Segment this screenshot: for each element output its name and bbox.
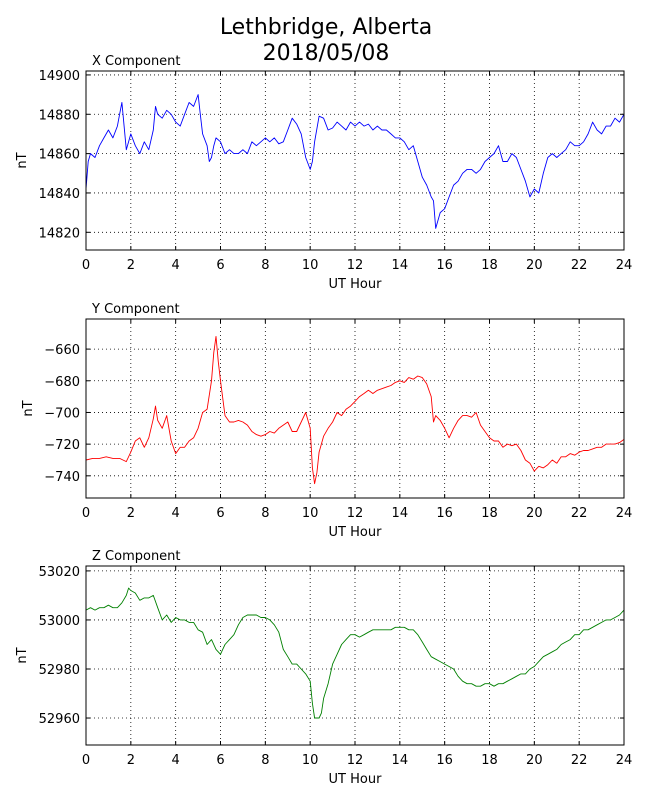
x-tick-label: 22 — [571, 258, 588, 273]
x-tick-label: 4 — [172, 258, 180, 273]
y-tick-label: 52980 — [39, 663, 80, 678]
x-tick-label: 24 — [616, 753, 633, 768]
x-component-panel: 0 2 4 6 8 10 12 14 16 18 20 22 241482014840148601488… — [15, 54, 632, 292]
x-tick-label: 0 — [82, 753, 90, 768]
x-tick-label: 8 — [261, 753, 269, 768]
y-component-x-axis-label: UT Hour — [329, 525, 383, 540]
x-component-y-axis-label: nT — [15, 152, 30, 168]
x-tick-label: 10 — [302, 753, 319, 768]
y-tick-label: −720 — [44, 438, 80, 453]
x-tick-label: 12 — [347, 258, 364, 273]
x-tick-label: 2 — [127, 258, 135, 273]
z-component-panel: 0 2 4 6 8 10 12 14 16 18 20 22 245296052980530005302… — [15, 549, 632, 787]
y-tick-label: −680 — [44, 375, 80, 390]
x-component-x-axis-label: UT Hour — [329, 277, 383, 292]
x-tick-label: 22 — [571, 753, 588, 768]
x-tick-label: 14 — [392, 753, 409, 768]
x-tick-label: 6 — [216, 753, 224, 768]
x-tick-label: 4 — [172, 506, 180, 521]
x-tick-label: 20 — [526, 753, 543, 768]
x-component-title: X Component — [92, 54, 181, 69]
x-tick-label: 24 — [616, 506, 633, 521]
z-component-data-line — [85, 587, 625, 719]
y-tick-label: 14840 — [39, 187, 80, 202]
x-tick-label: 8 — [261, 258, 269, 273]
x-tick-label: 4 — [172, 753, 180, 768]
y-tick-label: 52960 — [39, 712, 80, 727]
x-tick-label: 16 — [436, 506, 453, 521]
x-tick-label: 10 — [302, 258, 319, 273]
y-tick-label: 53020 — [39, 565, 80, 580]
y-component-data-line — [85, 335, 625, 485]
x-tick-label: 0 — [82, 506, 90, 521]
x-tick-label: 20 — [526, 506, 543, 521]
x-tick-label: 2 — [127, 753, 135, 768]
x-tick-label: 18 — [481, 506, 498, 521]
y-tick-label: 14900 — [39, 69, 80, 84]
x-component-data-line — [85, 94, 625, 229]
x-tick-label: 18 — [481, 258, 498, 273]
y-tick-label: −700 — [44, 406, 80, 421]
y-component-panel: 0 2 4 6 8 10 12 14 16 18 20 22 24−740−720−700−680−66… — [21, 302, 632, 540]
x-tick-label: 16 — [436, 258, 453, 273]
x-tick-label: 2 — [127, 506, 135, 521]
x-tick-label: 18 — [481, 753, 498, 768]
y-tick-label: 53000 — [39, 614, 80, 629]
x-tick-label: 0 — [82, 258, 90, 273]
y-tick-label: 14880 — [39, 108, 80, 123]
figure-title-line-1: Lethbridge, Alberta — [220, 15, 432, 40]
z-component-y-axis-label: nT — [15, 647, 30, 663]
y-component-y-axis-label: nT — [21, 400, 36, 416]
y-tick-label: −740 — [44, 470, 80, 485]
x-tick-label: 6 — [216, 506, 224, 521]
z-component-x-axis-label: UT Hour — [329, 772, 383, 787]
x-tick-label: 12 — [347, 506, 364, 521]
y-tick-label: 14860 — [39, 148, 80, 163]
y-tick-label: 14820 — [39, 226, 80, 241]
x-tick-label: 6 — [216, 258, 224, 273]
z-component-title: Z Component — [92, 549, 181, 564]
x-tick-label: 8 — [261, 506, 269, 521]
y-tick-label: −660 — [44, 343, 80, 358]
x-tick-label: 16 — [436, 753, 453, 768]
x-tick-label: 24 — [616, 258, 633, 273]
x-tick-label: 12 — [347, 753, 364, 768]
x-tick-label: 20 — [526, 258, 543, 273]
x-tick-label: 14 — [392, 258, 409, 273]
y-component-title: Y Component — [91, 302, 180, 317]
x-tick-label: 10 — [302, 506, 319, 521]
figure-title-line-2: 2018/05/08 — [263, 41, 390, 66]
x-tick-label: 14 — [392, 506, 409, 521]
x-tick-label: 22 — [571, 506, 588, 521]
